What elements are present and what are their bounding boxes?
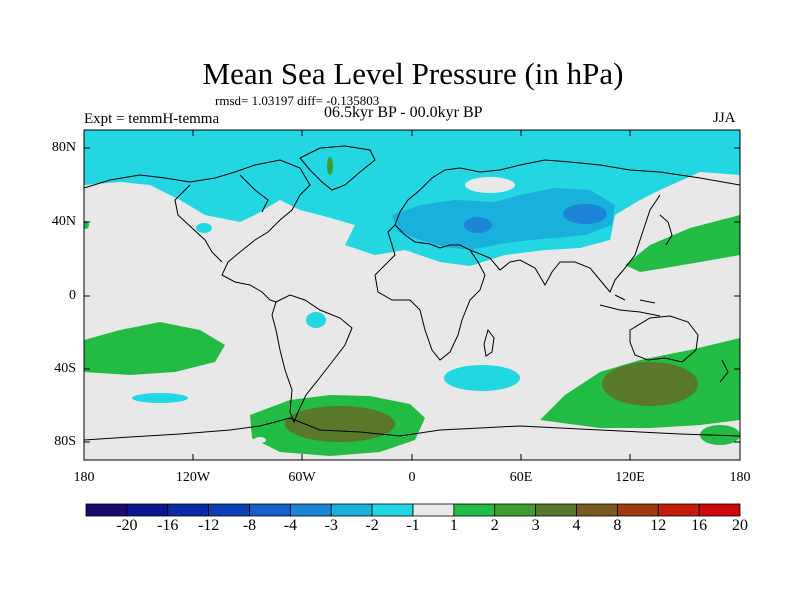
colorbar-box-11 <box>535 503 577 517</box>
colorbar-box-10 <box>494 503 537 517</box>
colorbar-label-9: 2 <box>490 517 499 534</box>
colorbar-box-0 <box>85 503 128 517</box>
lon-tick-180-left: 180 <box>73 470 95 485</box>
negative-anomaly-brazil <box>306 312 326 328</box>
negative-anomaly-south-pacific <box>132 393 188 403</box>
colorbar-box-4 <box>249 503 291 517</box>
colorbar-box-5 <box>289 503 332 517</box>
positive-anomaly-northwest-pacific <box>625 215 740 272</box>
colorbar-box-13 <box>616 503 659 517</box>
colorbar-label-8: 1 <box>449 517 458 534</box>
colorbar-label-6: -2 <box>365 517 379 534</box>
colorbar-label-2: -12 <box>197 517 220 534</box>
colorbar-box-2 <box>167 503 210 517</box>
colorbar-label-10: 3 <box>531 517 540 534</box>
colorbar-box-6 <box>330 503 373 517</box>
negative-anomaly-eurasia-mid <box>392 188 615 250</box>
coastlines <box>84 145 740 441</box>
experiment-label: Expt = temmH-temma <box>84 111 220 127</box>
colorbar-label-15: 20 <box>732 517 748 534</box>
colorbar-label-11: 4 <box>572 517 581 534</box>
negative-anomaly-caspian-core <box>464 217 492 233</box>
neutral-patch-antarctic-1 <box>254 437 266 443</box>
lon-tick-180-right: 180 <box>729 470 751 485</box>
colorbar-box-12 <box>576 503 618 517</box>
colorbar <box>85 503 741 517</box>
colorbar-box-7 <box>371 503 414 517</box>
colorbar-box-9 <box>453 503 496 517</box>
colorbar-label-3: -8 <box>242 517 257 534</box>
lon-tick-0: 0 <box>408 470 416 485</box>
positive-anomaly-south-pacific <box>84 322 225 375</box>
colorbar-label-12: 8 <box>613 517 622 534</box>
colorbar-box-14 <box>657 503 700 517</box>
lon-tick-120e: 120E <box>615 470 645 485</box>
negative-anomaly-south-atlantic <box>444 365 520 391</box>
neutral-patch-antarctic-2 <box>516 427 544 433</box>
lat-tick-40n: 40N <box>51 214 76 229</box>
lat-tick-80n: 80N <box>51 140 76 155</box>
colorbar-box-15 <box>698 503 741 517</box>
colorbar-box-1 <box>126 503 169 517</box>
colorbar-label-4: -4 <box>283 517 298 534</box>
map-title: Mean Sea Level Pressure (in hPa) <box>202 56 624 91</box>
colorbar-box-8 <box>412 503 455 517</box>
colorbar-label-14: 16 <box>691 517 708 534</box>
season-label: JJA <box>713 110 736 126</box>
rmsd-diff-stats: rmsd= 1.03197 diff= -0.135803 <box>215 93 380 108</box>
negative-anomaly-gulf <box>196 223 212 233</box>
lat-tick-0: 0 <box>69 288 76 303</box>
colorbar-box-3 <box>208 503 250 517</box>
neutral-patch-siberia <box>465 177 515 193</box>
positive-anomaly-antarctic-core <box>285 406 395 442</box>
negative-anomaly-eurasia-core <box>563 204 607 224</box>
lat-tick-40s: 40S <box>54 361 76 376</box>
anomaly-fields <box>84 130 740 456</box>
lon-tick-60e: 60E <box>509 470 533 485</box>
positive-anomaly-greenland <box>327 157 333 175</box>
lat-tick-80s: 80S <box>54 434 76 449</box>
colorbar-label-5: -3 <box>324 517 338 534</box>
lon-tick-120w: 120W <box>175 470 211 485</box>
colorbar-label-7: -1 <box>406 517 420 534</box>
positive-anomaly-dateline <box>84 221 89 229</box>
axis-ticks <box>84 130 740 460</box>
lon-tick-60w: 60W <box>288 470 316 485</box>
positive-anomaly-southern-indian-core <box>602 362 698 406</box>
colorbar-label-0: -20 <box>116 517 138 534</box>
colorbar-label-1: -16 <box>157 517 179 534</box>
period-label: 06.5kyr BP - 00.0kyr BP <box>324 104 483 121</box>
colorbar-label-13: 12 <box>650 517 667 534</box>
